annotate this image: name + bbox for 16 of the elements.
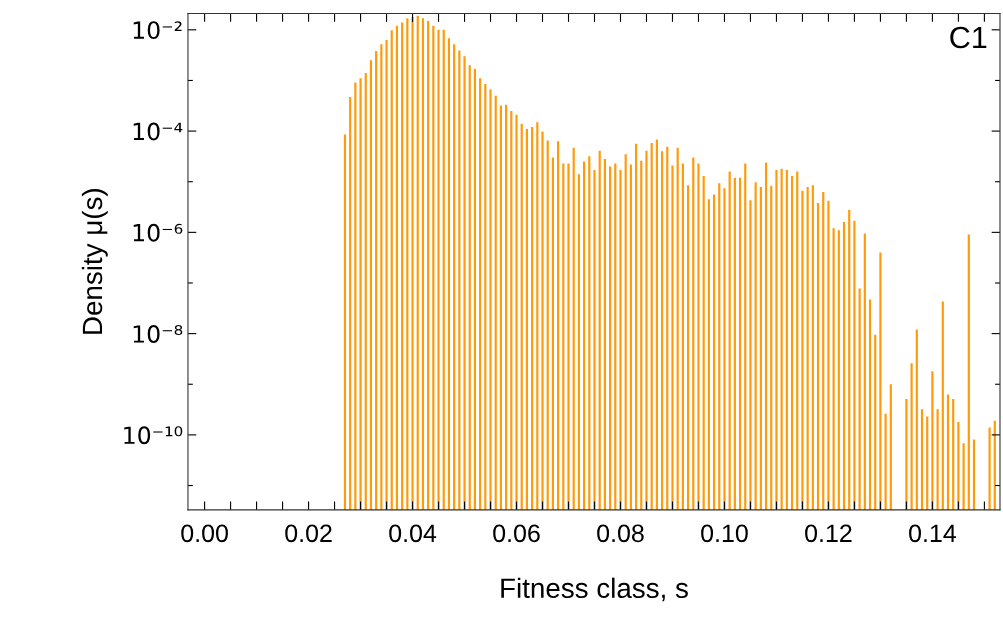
x-tick-label: 0.14 [909,524,957,543]
x-tick-label: 0.10 [701,524,748,543]
x-tick-label: 0.08 [597,524,644,543]
x-axis-title: Fitness class, s [501,577,688,602]
x-tick-label: 0.00 [181,524,228,543]
x-tick-label: 0.12 [805,524,852,543]
y-tick-label: 10⁻⁸ [133,325,183,343]
x-tick-label: 0.02 [285,524,332,543]
x-tick-label: 0.04 [389,524,437,543]
y-tick-label: 10⁻² [133,21,182,40]
x-tick-label: 0.06 [493,524,540,543]
annotation: C1 [950,26,987,49]
y-tick-label: 10⁻⁶ [133,223,183,242]
y-tick-label: 10⁻¹⁰ [124,426,183,445]
y-axis-title: Density μ(s) [81,189,108,334]
y-tick-label: 10⁻⁴ [133,122,183,141]
